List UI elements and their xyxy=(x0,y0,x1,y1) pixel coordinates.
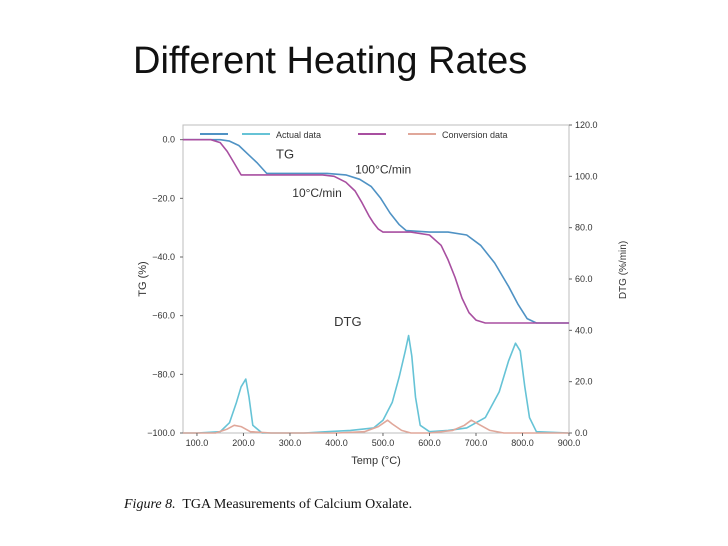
x-tick-label: 900.0 xyxy=(558,438,581,448)
series-line-4 xyxy=(183,419,569,434)
slide-title: Different Heating Rates xyxy=(133,40,528,82)
y2-axis-label: DTG (%/min) xyxy=(618,241,629,299)
series-line-3 xyxy=(183,334,570,434)
chart-annotation: 10°C/min xyxy=(292,186,341,200)
caption-prefix: Figure 8. xyxy=(124,497,176,512)
tick-labels: 100.0 200.0 300.0 400.0 500.0 600.0 700.0 800.0… xyxy=(147,120,597,448)
x-tick-label: 800.0 xyxy=(511,438,534,448)
series-line-1 xyxy=(183,138,569,324)
x-tick-label: 400.0 xyxy=(325,438,348,448)
y-tick-label: −40.0 xyxy=(152,252,175,262)
y-tick-label: −60.0 xyxy=(152,311,175,321)
x-tick-label: 300.0 xyxy=(279,438,302,448)
y2-tick-label: 100.0 xyxy=(575,171,598,181)
x-tick-label: 100.0 xyxy=(186,438,209,448)
y-tick-label: −80.0 xyxy=(152,369,175,379)
figure-caption: Figure 8. TGA Measurements of Calcium Ox… xyxy=(124,497,412,513)
y-tick-label: −100.0 xyxy=(147,428,175,438)
series-group xyxy=(183,138,570,434)
y-axis-label: TG (%) xyxy=(137,261,149,296)
y2-tick-label: 120.0 xyxy=(575,120,598,130)
y2-tick-label: 0.0 xyxy=(575,428,588,438)
x-tick-label: 600.0 xyxy=(418,438,441,448)
series-line-2 xyxy=(183,138,569,324)
legend-label-actual: Actual data xyxy=(276,130,321,140)
x-tick-label: 500.0 xyxy=(372,438,395,448)
y-tick-label: −20.0 xyxy=(152,193,175,203)
y2-tick-label: 80.0 xyxy=(575,223,593,233)
caption-text: TGA Measurements of Calcium Oxalate. xyxy=(182,497,413,512)
legend-label-conversion: Conversion data xyxy=(442,130,508,140)
x-tick-label: 700.0 xyxy=(465,438,488,448)
chart-annotation: 100°C/min xyxy=(355,162,411,176)
y2-tick-label: 20.0 xyxy=(575,377,593,387)
x-axis-label: Temp (°C) xyxy=(351,455,401,467)
annotations: TG 100°C/min 10°C/min DTG xyxy=(276,147,411,329)
chart-annotation: DTG xyxy=(334,314,361,329)
x-tick-label: 200.0 xyxy=(232,438,255,448)
chart-annotation: TG xyxy=(276,147,294,162)
legend: Actual data Conversion data xyxy=(200,130,508,140)
y2-tick-label: 40.0 xyxy=(575,325,593,335)
y2-tick-label: 60.0 xyxy=(575,274,593,284)
y-tick-label: 0.0 xyxy=(162,135,175,145)
